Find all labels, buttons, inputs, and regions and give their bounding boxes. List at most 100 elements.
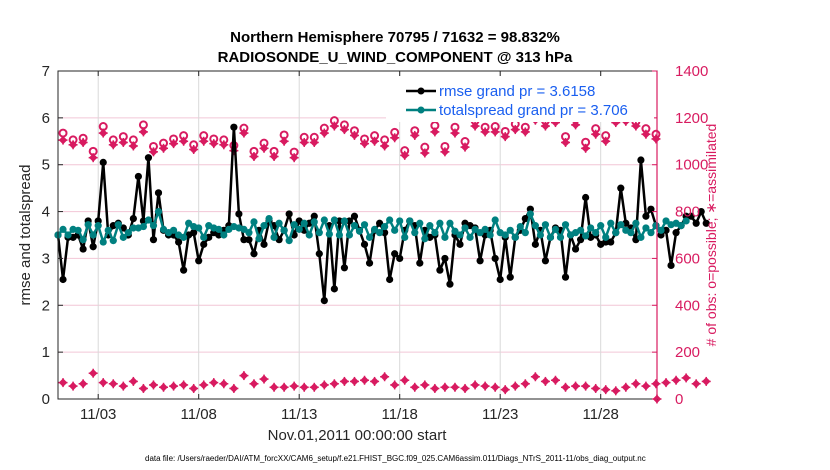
spread-point — [466, 233, 474, 241]
spread-point — [94, 222, 102, 230]
y-tick-label: 2 — [42, 297, 50, 314]
obs-low-point — [681, 373, 691, 383]
spread-point — [64, 231, 72, 239]
spread-point — [74, 226, 82, 234]
spread-point — [561, 221, 570, 229]
obs-low-point — [611, 386, 621, 396]
obs-assimilated-point — [68, 140, 78, 150]
obs-assimilated-point — [148, 147, 158, 157]
y-tick-label: 1 — [42, 344, 50, 361]
rmse-point — [687, 212, 695, 220]
obs-possible-point — [58, 128, 68, 138]
rmse-point — [340, 264, 349, 272]
y-axis-label: rmse and totalspread — [17, 165, 34, 306]
obs-assimilated-point — [249, 152, 259, 162]
spread-point — [139, 222, 148, 231]
obs-low-point — [148, 380, 158, 390]
obs-possible-point — [138, 120, 148, 130]
spread-point — [84, 221, 92, 229]
obs-low-point — [460, 383, 470, 393]
rmse-point — [89, 243, 97, 251]
obs-low-point — [299, 382, 309, 392]
y-tick-label: 4 — [42, 204, 50, 221]
rmse-point — [360, 240, 369, 248]
obs-low-point — [480, 381, 490, 391]
spread-point — [506, 226, 514, 234]
obs-low-point — [159, 382, 169, 392]
obs-low-point — [88, 368, 98, 378]
spread-point — [295, 225, 303, 233]
obs-assimilated-point — [209, 139, 219, 149]
spread-point — [129, 224, 137, 232]
spread-point — [396, 217, 404, 225]
y2-tick-label: 1400 — [675, 63, 708, 80]
obs-low-point — [450, 382, 460, 392]
obs-low-point — [691, 379, 701, 389]
rmse-point — [240, 236, 248, 244]
rmse-point — [175, 238, 183, 246]
spread-point — [416, 219, 424, 227]
rmse-point — [667, 261, 675, 270]
rmse-point — [99, 158, 107, 166]
legend-rmse-marker — [417, 87, 425, 95]
obs-low-point — [189, 383, 199, 393]
spread-point — [677, 222, 685, 230]
obs-assimilated-point — [390, 133, 400, 143]
spread-point — [355, 227, 364, 235]
y2-tick-label: 600 — [675, 250, 700, 267]
obs-low-point — [410, 382, 420, 392]
obs-low-point — [561, 382, 571, 392]
obs-low-point — [641, 381, 651, 391]
rmse-point — [200, 240, 208, 248]
spread-point — [300, 219, 308, 227]
spread-point — [426, 222, 434, 230]
obs-assimilated-point — [239, 128, 249, 138]
obs-assimilated-point — [108, 140, 118, 150]
obs-low-point — [390, 380, 400, 390]
obs-assimilated-point — [480, 127, 490, 137]
obs-assimilated-point — [440, 147, 450, 157]
y-tick-label: 7 — [42, 63, 50, 80]
spread-point — [431, 229, 439, 237]
spread-point — [627, 229, 635, 237]
rmse-point — [345, 217, 354, 225]
rmse-point — [692, 219, 700, 227]
rmse-point — [386, 275, 394, 284]
rmse-point — [436, 266, 444, 274]
chart-title: Northern Hemisphere 70795 / 71632 = 98.8… — [230, 29, 560, 46]
obs-assimilated-point — [259, 143, 269, 153]
obs-low-point — [601, 385, 611, 395]
spread-point — [195, 224, 203, 232]
obs-assimilated-point — [98, 128, 108, 138]
x-tick-label: 11/18 — [381, 406, 417, 423]
obs-assimilated-point — [500, 132, 510, 142]
obs-low-point — [591, 383, 601, 393]
rmse-point — [250, 250, 258, 258]
obs-low-point — [199, 380, 209, 390]
spread-point — [250, 218, 258, 226]
obs-low-point — [661, 378, 671, 388]
obs-assimilated-point — [169, 139, 179, 149]
data-file-footer: data file: /Users/raeder/DAI/ATM_forcXX/… — [145, 454, 646, 463]
spread-point — [99, 238, 107, 246]
y-tick-label: 3 — [42, 250, 50, 267]
obs-low-point — [400, 375, 410, 385]
spread-point — [200, 233, 208, 241]
spread-point — [592, 229, 600, 237]
chart-subtitle: RADIOSONDE_U_WIND_COMPONENT @ 313 hPa — [218, 49, 573, 66]
obs-assimilated-point — [380, 141, 390, 151]
y2-tick-label: 200 — [675, 344, 700, 361]
series-layer — [54, 111, 711, 404]
spread-point — [612, 229, 620, 237]
obs-low-point — [209, 378, 219, 388]
rmse-point — [330, 285, 338, 293]
spread-point — [154, 207, 163, 216]
spread-point — [461, 224, 469, 232]
spread-point — [280, 226, 288, 234]
spread-point — [637, 233, 645, 241]
rmse-point — [496, 275, 504, 284]
spread-point — [441, 233, 449, 241]
rmse-point — [79, 245, 87, 253]
spread-point — [89, 231, 97, 239]
obs-low-point — [510, 381, 520, 391]
